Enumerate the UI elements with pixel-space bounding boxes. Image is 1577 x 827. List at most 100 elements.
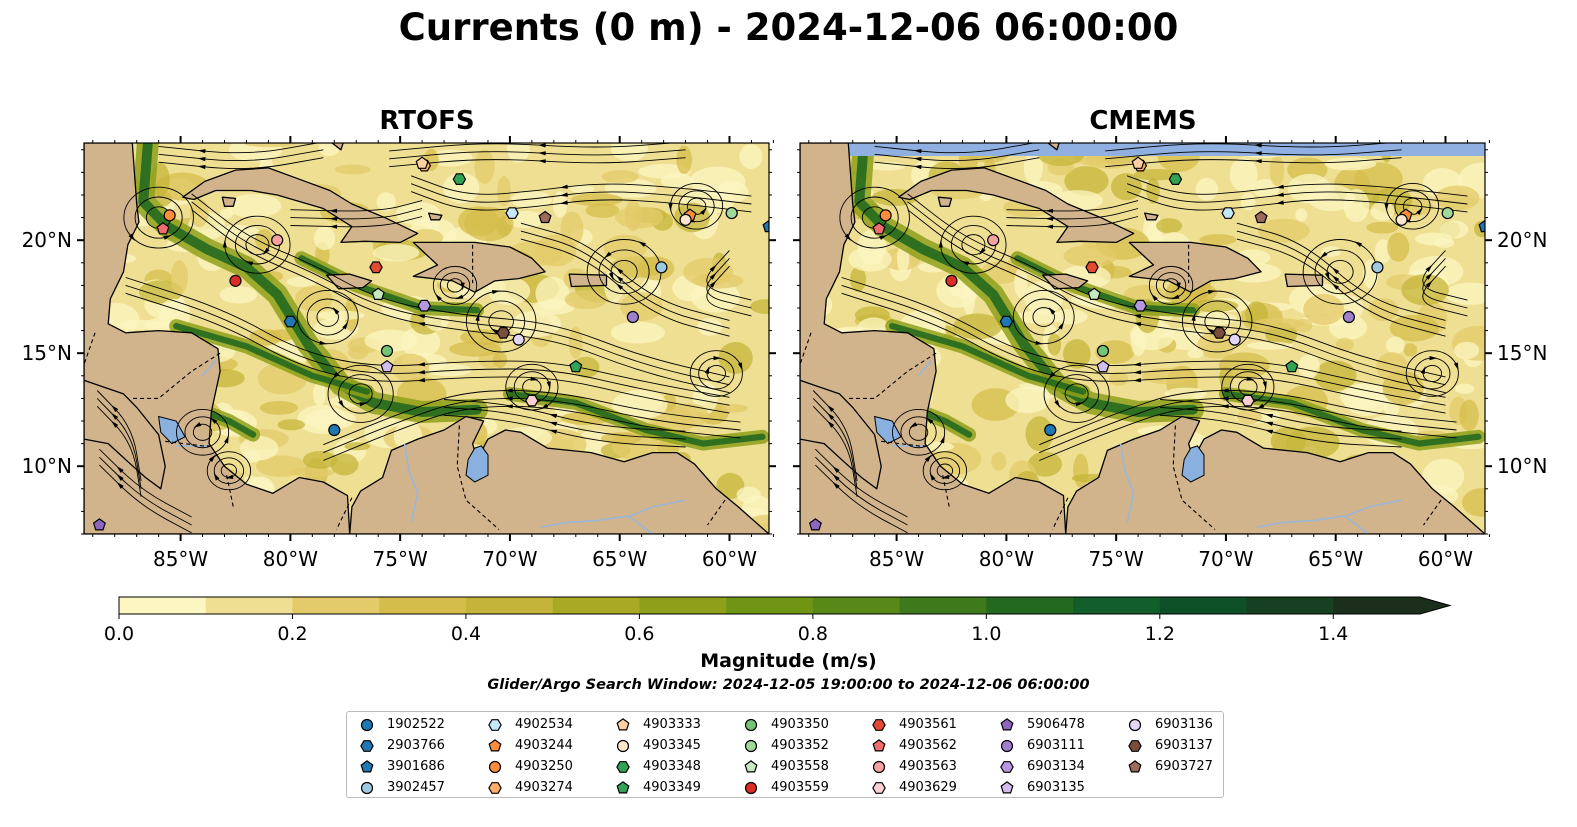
streamline-arrow xyxy=(537,151,546,156)
lat-tick-label: 20°N xyxy=(22,228,72,252)
colorbar-tick-label: 0.8 xyxy=(798,623,828,645)
colorbar-segment xyxy=(205,597,293,614)
current-band-core xyxy=(889,322,1087,395)
streamline-arrow xyxy=(197,157,206,162)
streamline-arrow xyxy=(1425,280,1433,288)
magnitude-patch xyxy=(1052,309,1088,325)
streamline-arrow xyxy=(208,454,216,462)
colorbar-segment xyxy=(292,597,380,614)
legend-marker-hexagon-icon xyxy=(872,782,886,794)
streamline xyxy=(929,457,961,485)
river xyxy=(630,499,686,517)
platform-4903345-marker xyxy=(679,213,692,226)
no-data-strip xyxy=(800,143,1485,156)
legend-label: 4903352 xyxy=(771,738,829,753)
streamline-arrow xyxy=(1332,267,1340,275)
magnitude-patch xyxy=(1024,281,1063,315)
platform-6903727-marker xyxy=(538,210,552,224)
streamline xyxy=(1126,191,1468,213)
streamline xyxy=(1105,149,1402,160)
magnitude-patch xyxy=(1111,173,1142,201)
platform-4903350-marker xyxy=(1096,344,1110,358)
legend-marker xyxy=(1128,718,1142,732)
streamline-arrow xyxy=(210,417,218,424)
legend-marker xyxy=(872,739,886,752)
streamline-arrow xyxy=(1151,293,1158,302)
streamline-arrow xyxy=(338,400,344,408)
streamline xyxy=(327,364,394,423)
panel-title-cmems: CMEMS xyxy=(1089,106,1197,136)
streamline-arrow xyxy=(417,314,426,319)
streamline-arrow xyxy=(559,192,568,197)
border xyxy=(707,499,726,526)
streamline-arrow xyxy=(832,466,840,473)
streamline-arrow xyxy=(668,203,673,212)
legend-label: 6903137 xyxy=(1155,738,1213,753)
platform-4903563-marker xyxy=(987,234,1000,247)
magnitude-patch xyxy=(1047,333,1061,356)
streamline-arrow xyxy=(1191,313,1196,322)
magnitude-patch xyxy=(1385,336,1405,355)
streamline-arrow xyxy=(1220,388,1229,393)
platform-4903561-marker xyxy=(1085,261,1099,274)
streamline xyxy=(841,284,1446,406)
border xyxy=(165,440,212,447)
figure-title: Currents (0 m) - 2024-12-06 06:00:00 xyxy=(398,6,1179,49)
platform-4902534-marker xyxy=(1221,207,1235,219)
river xyxy=(1256,515,1370,534)
streamline-arrow xyxy=(417,378,426,383)
streamline-arrow xyxy=(245,261,254,266)
legend-marker xyxy=(616,781,630,794)
magnitude-patch xyxy=(1462,488,1485,517)
streamline xyxy=(1126,175,1468,197)
river xyxy=(403,443,419,523)
streamline xyxy=(1039,390,1457,446)
streamline-arrow xyxy=(1048,372,1056,380)
streamline xyxy=(922,451,968,491)
lake xyxy=(1181,445,1205,483)
magnitude-patch xyxy=(391,353,430,383)
streamline xyxy=(900,416,937,449)
magnitude-patch xyxy=(1187,348,1204,359)
legend-marker-pentagon-icon xyxy=(872,739,886,752)
streamline xyxy=(389,157,686,168)
magnitude-patch xyxy=(601,432,642,445)
streamline xyxy=(410,183,752,205)
platform-4903562-marker xyxy=(156,222,170,235)
magnitude-patch xyxy=(850,266,867,292)
streamline xyxy=(316,307,339,327)
platform-6903111-marker xyxy=(1342,310,1355,324)
lon-tick-label: 80°W xyxy=(979,547,1034,571)
legend-marker xyxy=(360,781,374,795)
streamline-arrow xyxy=(417,322,426,327)
streamline-arrow xyxy=(197,149,206,154)
platform-4903352-marker xyxy=(1441,206,1454,220)
legend-marker-hexagon-icon xyxy=(488,782,502,794)
streamline-arrow xyxy=(537,143,546,148)
river xyxy=(917,359,933,377)
platform-3901686-marker xyxy=(762,219,769,233)
streamline xyxy=(1160,414,1402,448)
magnitude-patch xyxy=(715,181,749,203)
streamline xyxy=(598,249,650,295)
magnitude-patch xyxy=(1374,239,1392,264)
streamline xyxy=(678,190,715,223)
streamline-arrow xyxy=(359,402,368,407)
streamline-arrow xyxy=(111,405,119,412)
map-frame xyxy=(799,142,1486,535)
border xyxy=(1423,499,1442,526)
platform-4903348-marker xyxy=(452,173,467,185)
legend-marker-circle-icon xyxy=(488,760,502,774)
streamline-arrow xyxy=(1171,294,1180,300)
streamline-arrow xyxy=(549,414,558,419)
streamline-arrow xyxy=(504,388,513,393)
border xyxy=(800,332,812,365)
streamline xyxy=(1043,364,1110,423)
streamline xyxy=(1193,300,1242,343)
legend-label: 2903766 xyxy=(387,738,445,753)
platform-6903111-marker xyxy=(626,310,639,324)
lon-tick-label: 65°W xyxy=(592,547,647,571)
land xyxy=(412,241,546,293)
colorbar-segment xyxy=(552,597,640,614)
streamline-arrow xyxy=(1265,429,1274,434)
